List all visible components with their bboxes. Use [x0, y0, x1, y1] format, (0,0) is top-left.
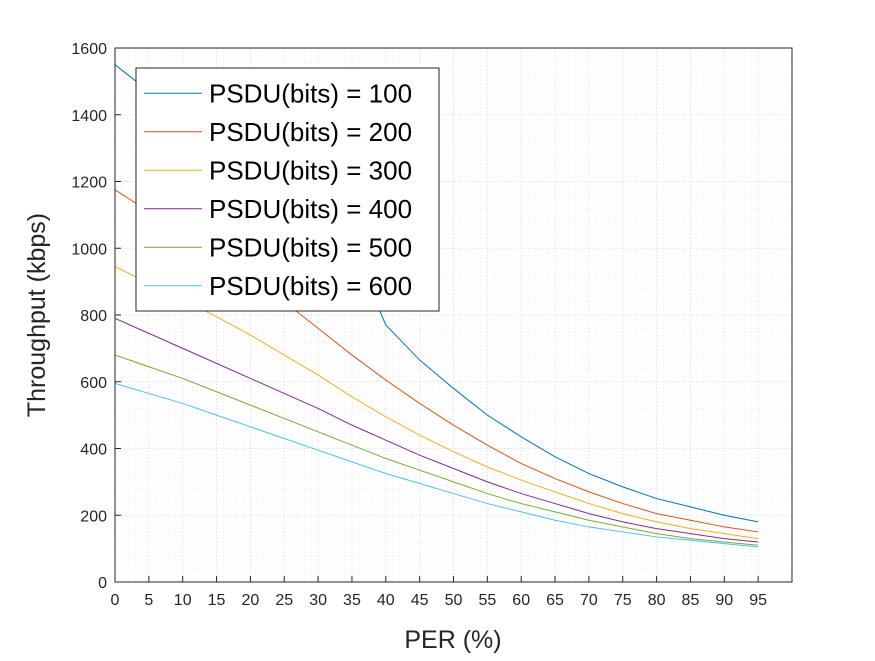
axis-ticks: 0 5 10 15 20 25 30 35 40 45 50 55 60 65 70 75 80 85 90 95 0 2… [71, 41, 767, 609]
x-tick-label: 45 [411, 592, 429, 609]
y-tick-label: 0 [98, 575, 107, 592]
x-tick-label: 20 [242, 592, 260, 609]
x-tick-label: 0 [111, 592, 120, 609]
x-axis-label: PER (%) [404, 626, 501, 654]
legend-label: PSDU(bits) = 400 [209, 194, 412, 224]
x-tick-label: 80 [648, 592, 666, 609]
legend-label: PSDU(bits) = 300 [209, 155, 412, 185]
x-tick-label: 75 [614, 592, 632, 609]
y-tick-label: 1600 [71, 41, 107, 58]
x-tick-label: 65 [546, 592, 564, 609]
x-tick-label: 25 [275, 592, 293, 609]
y-tick-label: 1400 [71, 108, 107, 125]
y-axis-label: Throughput (kbps) [23, 213, 51, 417]
y-tick-label: 1000 [71, 241, 107, 258]
y-tick-label: 200 [80, 508, 107, 525]
x-tick-label: 95 [749, 592, 767, 609]
x-tick-label: 15 [208, 592, 226, 609]
x-tick-label: 35 [343, 592, 361, 609]
series-line-4 [114, 317, 759, 543]
series-line-5 [114, 354, 759, 546]
x-tick-label: 5 [144, 592, 153, 609]
legend-label: PSDU(bits) = 500 [209, 232, 412, 262]
legend: PSDU(bits) = 100 PSDU(bits) = 200 PSDU(bit… [135, 67, 440, 312]
x-tick-label: 60 [512, 592, 530, 609]
x-tick-label: 10 [174, 592, 192, 609]
x-tick-label: 90 [715, 592, 733, 609]
y-tick-label: 800 [80, 308, 107, 325]
legend-label: PSDU(bits) = 600 [209, 271, 412, 301]
x-tick-label: 70 [580, 592, 598, 609]
y-tick-label: 1200 [71, 175, 107, 192]
legend-label: PSDU(bits) = 100 [209, 78, 412, 108]
legend-label: PSDU(bits) = 200 [209, 117, 412, 147]
x-tick-label: 55 [478, 592, 496, 609]
series-line-6 [114, 382, 759, 548]
x-tick-label: 50 [445, 592, 463, 609]
y-tick-label: 400 [80, 442, 107, 459]
legend-box [135, 67, 440, 312]
x-tick-label: 30 [309, 592, 327, 609]
x-tick-label: 85 [682, 592, 700, 609]
y-tick-label: 600 [80, 375, 107, 392]
x-tick-label: 40 [377, 592, 395, 609]
series-line-3 [114, 266, 759, 540]
